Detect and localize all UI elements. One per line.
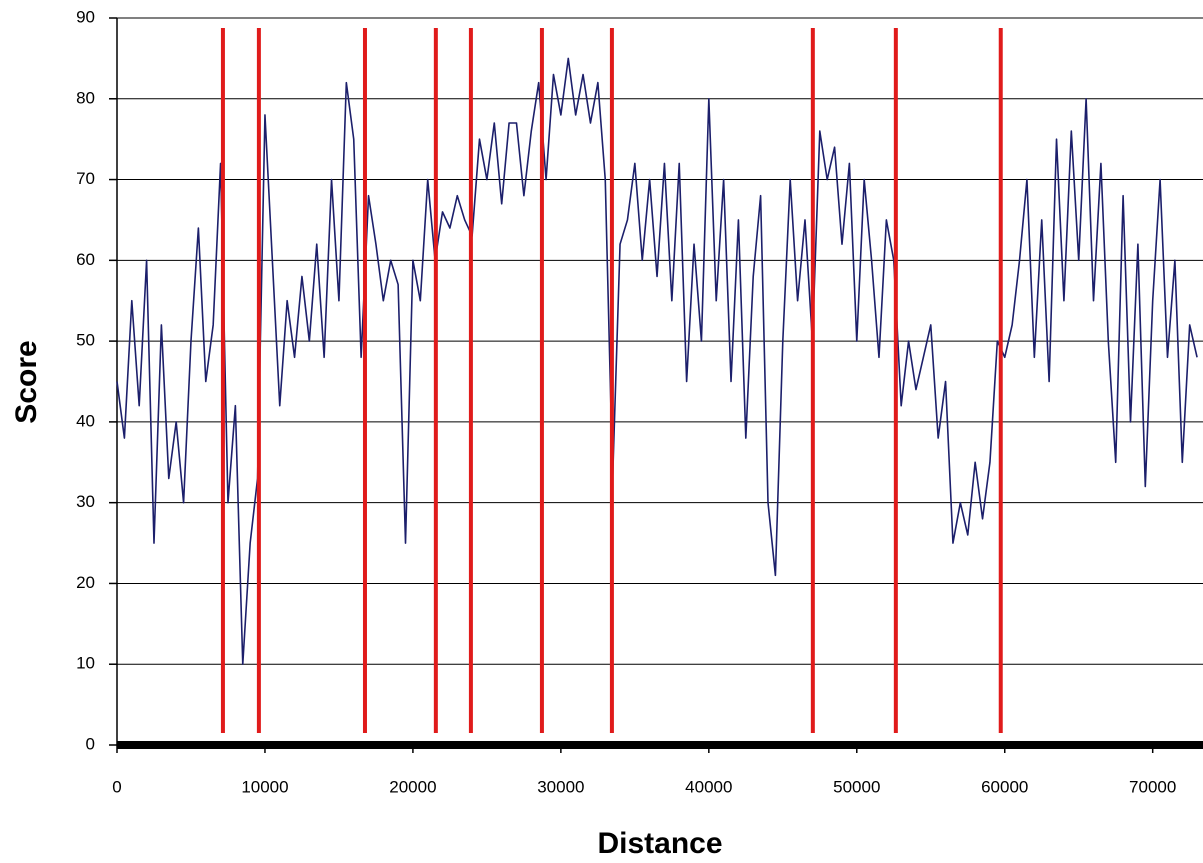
x-tick-label: 40000 — [685, 777, 732, 796]
y-axis-title: Score — [10, 340, 43, 423]
x-axis-line — [117, 741, 1203, 749]
x-axis-title: Distance — [597, 827, 722, 860]
y-tick-label: 70 — [76, 169, 95, 188]
data-line — [116, 57, 1198, 666]
y-tick-label: 30 — [76, 492, 95, 511]
x-tick-label: 70000 — [1129, 777, 1176, 796]
y-tick-label: 90 — [76, 7, 95, 26]
y-tick-label: 40 — [76, 411, 95, 430]
y-tick-label: 10 — [76, 654, 95, 673]
y-tick-label: 50 — [76, 331, 95, 350]
y-tick-label: 20 — [76, 573, 95, 592]
x-tick-label: 50000 — [833, 777, 880, 796]
x-tick-label: 30000 — [537, 777, 584, 796]
x-tick-label: 60000 — [981, 777, 1028, 796]
y-tick-label: 60 — [76, 250, 95, 269]
x-tick-label: 10000 — [241, 777, 288, 796]
y-tick-label: 0 — [86, 734, 95, 753]
y-tick-label: 80 — [76, 88, 95, 107]
x-tick-label: 0 — [112, 777, 121, 796]
x-tick-label: 20000 — [389, 777, 436, 796]
